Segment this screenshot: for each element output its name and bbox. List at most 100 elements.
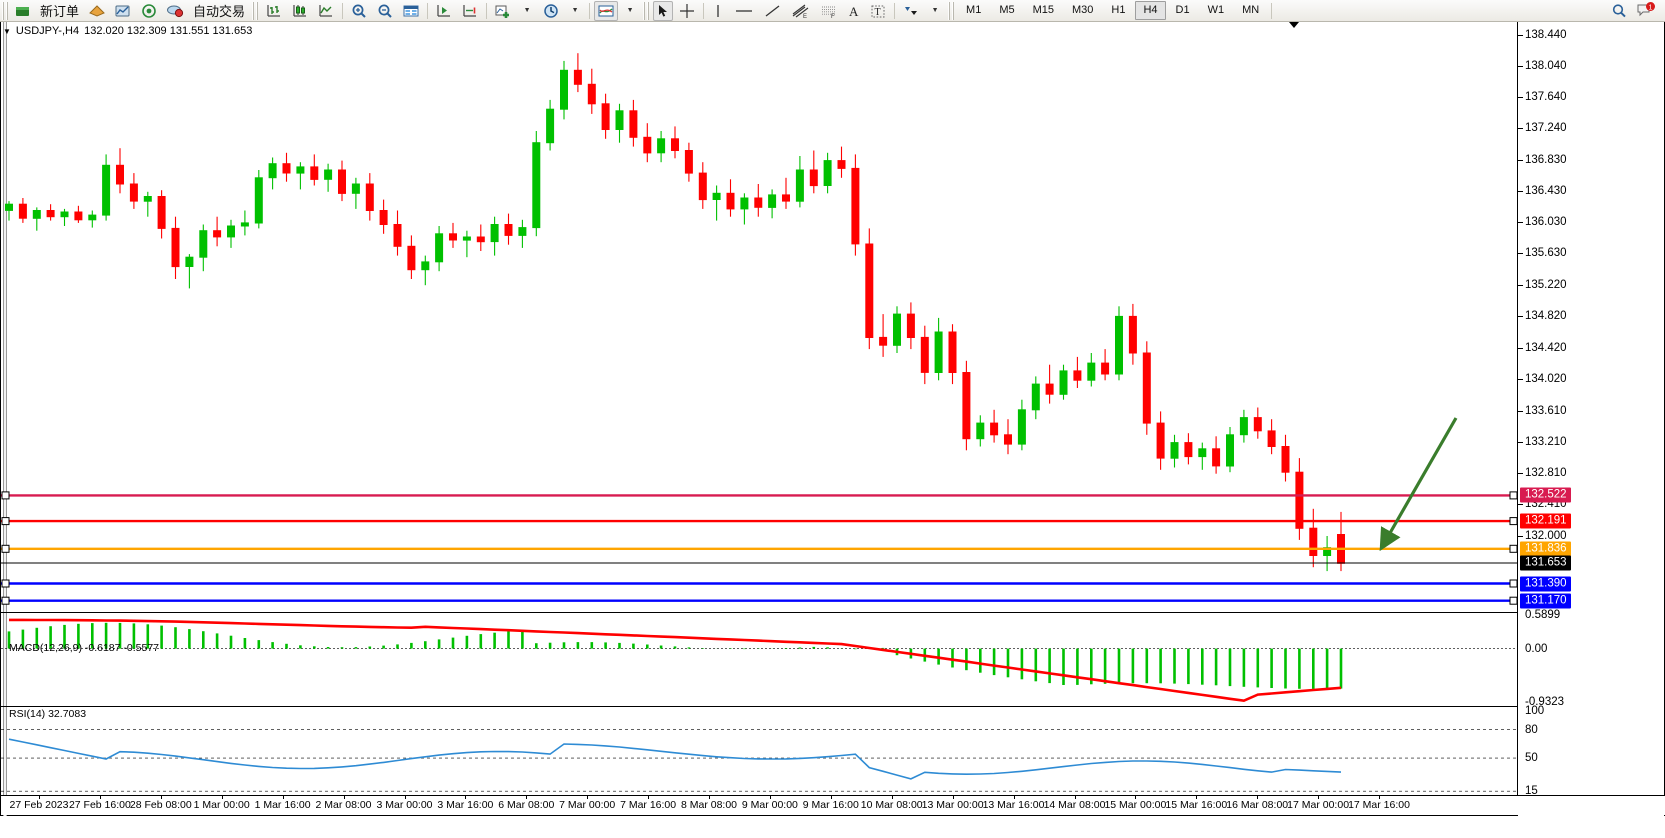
- bar-chart-icon[interactable]: [262, 1, 286, 21]
- search-icon[interactable]: [1607, 1, 1631, 21]
- rsi-scale-label: 100: [1525, 704, 1545, 717]
- price-tick-label: 132.000: [1525, 530, 1567, 542]
- time-axis[interactable]: 27 Feb 2023 27 Feb 16:00 28 Feb 08:00 1 Mar…: [1, 795, 1665, 815]
- price-tick: [1518, 536, 1523, 537]
- toolbar-grip-2[interactable]: [252, 1, 260, 20]
- toolbar-separator-2: [427, 2, 429, 19]
- zoom-in-icon[interactable]: [347, 1, 371, 21]
- price-tick-label: 137.640: [1525, 90, 1567, 103]
- chart-area[interactable]: ▼ USDJPY-,H4 132.020 132.309 131.551 131…: [0, 22, 1665, 816]
- main-toolbar: 新订单 自动交易: [0, 0, 1665, 22]
- clock-periods-icon[interactable]: [539, 1, 563, 21]
- new-order-button[interactable]: 新订单: [40, 4, 80, 19]
- templates-icon[interactable]: [594, 0, 619, 21]
- toolbar-grip-3[interactable]: [643, 1, 651, 20]
- crosshair-icon[interactable]: [675, 1, 699, 21]
- time-axis-label: 6 Mar 08:00: [498, 799, 555, 811]
- grid-icon[interactable]: [399, 1, 423, 21]
- equidistant-channel-icon[interactable]: E: [788, 1, 814, 21]
- price-tick-label: 133.210: [1525, 435, 1567, 448]
- time-axis-label: 27 Feb 2023: [9, 799, 69, 811]
- fibonacci-icon[interactable]: F: [816, 1, 842, 21]
- zoom-out-icon[interactable]: [373, 1, 397, 21]
- take-profit-level[interactable]: 132.522: [1520, 487, 1571, 503]
- timeframe-m30[interactable]: M30: [1072, 4, 1094, 16]
- rsi-scale-label: 15: [1525, 785, 1538, 798]
- timeframe-mn[interactable]: MN: [1242, 4, 1260, 16]
- toolbar-separator-3: [486, 2, 488, 19]
- periods-dropdown-caret[interactable]: ▼: [571, 7, 579, 14]
- time-tick: [1257, 796, 1259, 799]
- timeframe-m5[interactable]: M5: [999, 4, 1015, 16]
- time-axis-label: 27 Feb 16:00: [68, 799, 131, 811]
- shapes-dropdown-caret[interactable]: ▼: [931, 7, 939, 14]
- time-axis-label: 2 Mar 08:00: [315, 799, 372, 811]
- alerts-icon[interactable]: 1: [1633, 1, 1659, 21]
- price-tick-label: 138.440: [1525, 28, 1567, 41]
- navigator-icon[interactable]: [137, 1, 161, 21]
- auto-scroll-icon[interactable]: [432, 1, 456, 21]
- shapes-icon[interactable]: [899, 1, 923, 21]
- timeframe-m15[interactable]: M15: [1032, 4, 1054, 16]
- price-tick-label: 136.830: [1525, 153, 1567, 166]
- time-axis-label: 1 Mar 16:00: [254, 799, 311, 811]
- templates-dropdown-caret[interactable]: ▼: [626, 7, 634, 14]
- price-tick-label: 134.020: [1525, 372, 1567, 385]
- indicators-dropdown-caret[interactable]: ▼: [523, 7, 531, 14]
- candlestick-chart-icon[interactable]: [288, 1, 312, 21]
- text-label-icon[interactable]: T: [866, 1, 890, 21]
- toolbar-separator-6: [894, 2, 896, 19]
- chart-menu-caret-icon[interactable]: ▼: [3, 26, 11, 36]
- line-chart-icon[interactable]: [314, 1, 338, 21]
- support-level-2[interactable]: 131.170: [1520, 593, 1571, 609]
- time-tick: [891, 796, 893, 799]
- last-price-level[interactable]: 131.653: [1520, 555, 1571, 571]
- price-tick: [1518, 504, 1523, 506]
- timeframe-h4[interactable]: H4: [1135, 1, 1166, 20]
- resistance-level[interactable]: 132.191: [1520, 513, 1571, 529]
- timeframe-h1[interactable]: H1: [1111, 4, 1126, 16]
- time-tick: [709, 796, 710, 799]
- price-tick: [1518, 222, 1523, 224]
- rsi-scale-label: 80: [1525, 723, 1538, 736]
- price-tick-label: 138.040: [1525, 59, 1567, 72]
- toolbar-separator-7: [1271, 2, 1273, 19]
- toolbar-grip[interactable]: [2, 1, 9, 20]
- time-tick: [1013, 796, 1015, 799]
- time-tick: [1318, 796, 1320, 799]
- data-window-icon[interactable]: [111, 1, 135, 21]
- price-tick-label: 135.220: [1525, 279, 1567, 292]
- svg-text:1: 1: [1649, 4, 1653, 11]
- time-tick: [1074, 796, 1076, 799]
- price-scale[interactable]: 138.440 138.040 137.640 137.240 136.830 136.4…: [1517, 22, 1664, 816]
- price-tick: [1518, 34, 1523, 36]
- vertical-line-icon[interactable]: [708, 1, 728, 21]
- timeframe-w1[interactable]: W1: [1207, 4, 1225, 16]
- time-axis-label: 17 Mar 00:00: [1287, 799, 1350, 811]
- indicators-add-icon[interactable]: [491, 1, 515, 21]
- entry-level[interactable]: 131.836: [1520, 541, 1571, 557]
- timeframe-m1[interactable]: M1: [966, 4, 982, 16]
- chart-ohlc-values: 132.020 132.309 131.551 131.653: [84, 25, 253, 37]
- text-icon[interactable]: A: [844, 1, 864, 21]
- terminal-icon[interactable]: [163, 1, 187, 21]
- time-tick: [1135, 796, 1137, 799]
- cursor-icon[interactable]: [653, 0, 674, 21]
- new-order-icon[interactable]: [12, 1, 34, 21]
- horizontal-line-icon[interactable]: [730, 1, 758, 21]
- toolbar-grip-4[interactable]: [948, 1, 956, 20]
- time-tick: [465, 796, 467, 799]
- expert-advisor-icon[interactable]: [85, 1, 109, 21]
- trendline-icon[interactable]: [760, 1, 786, 21]
- time-axis-label: 14 Mar 08:00: [1043, 799, 1106, 811]
- time-axis-label: 7 Mar 00:00: [559, 799, 616, 811]
- time-tick: [404, 796, 406, 799]
- chart-shift-icon[interactable]: [458, 1, 482, 21]
- price-tick: [1518, 65, 1523, 67]
- auto-trading-button[interactable]: 自动交易: [193, 4, 246, 19]
- support-level-1[interactable]: 131.390: [1520, 576, 1571, 591]
- time-tick: [526, 796, 528, 799]
- chart-shift-marker[interactable]: [1289, 22, 1299, 28]
- timeframe-d1[interactable]: D1: [1175, 4, 1190, 16]
- toolbar-separator-4: [589, 2, 591, 19]
